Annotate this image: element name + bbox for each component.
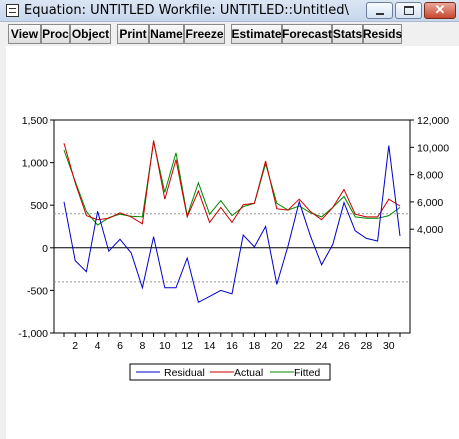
x-axis-tick-label: 14 bbox=[204, 340, 216, 352]
view-button[interactable]: View bbox=[8, 24, 41, 44]
legend-label-actual: Actual bbox=[234, 367, 263, 379]
series-line-fitted bbox=[63, 141, 401, 226]
x-axis-tick-label: 22 bbox=[293, 340, 305, 352]
graph-view: -1,000 -500 0 500 1,000 1,500 4,000 6,000 8,000 1… bbox=[6, 46, 459, 439]
right-axis-tick-label: 12,000 bbox=[417, 115, 449, 127]
right-axis-tick-label: 6,000 bbox=[417, 197, 443, 209]
window-menu-icon[interactable] bbox=[6, 4, 19, 17]
forecast-button[interactable]: Forecast bbox=[282, 24, 332, 44]
left-axis-tick-label: 500 bbox=[30, 200, 48, 212]
stats-button[interactable]: Stats bbox=[332, 24, 363, 44]
window-titlebar[interactable]: Equation: UNTITLED Workfile: UNTITLED::U… bbox=[0, 0, 459, 22]
freeze-button[interactable]: Freeze bbox=[184, 24, 225, 44]
name-button[interactable]: Name bbox=[149, 24, 184, 44]
residual-actual-fitted-chart: -1,000 -500 0 500 1,000 1,500 4,000 6,000 8,000 1… bbox=[18, 115, 449, 381]
maximize-icon bbox=[404, 6, 414, 15]
x-axis-tick-label: 2 bbox=[72, 340, 78, 352]
minimize-icon bbox=[376, 13, 384, 15]
maximize-button[interactable] bbox=[395, 2, 422, 19]
right-axis-tick-label: 10,000 bbox=[417, 142, 449, 154]
minimize-button[interactable] bbox=[366, 2, 393, 19]
left-axis-tick-label: -1,000 bbox=[18, 328, 48, 340]
legend-label-residual: Residual bbox=[164, 367, 205, 379]
x-axis-tick-label: 16 bbox=[226, 340, 238, 352]
left-axis-tick-label: 1,500 bbox=[22, 115, 48, 127]
x-axis-tick-label: 18 bbox=[249, 340, 261, 352]
x-axis-tick-label: 26 bbox=[338, 340, 350, 352]
print-button[interactable]: Print bbox=[117, 24, 149, 44]
left-axis-tick-label: -500 bbox=[27, 285, 48, 297]
close-button[interactable]: ✕ bbox=[424, 2, 456, 19]
x-axis-tick-label: 30 bbox=[383, 340, 395, 352]
x-axis-tick-label: 12 bbox=[181, 340, 193, 352]
x-axis-tick-label: 24 bbox=[316, 340, 328, 352]
x-axis-tick-label: 28 bbox=[361, 340, 373, 352]
x-axis-tick-label: 8 bbox=[139, 340, 145, 352]
plot-frame bbox=[53, 119, 411, 334]
series-line-residual bbox=[63, 145, 401, 304]
series-line-actual bbox=[63, 140, 401, 225]
x-axis-tick-label: 20 bbox=[271, 340, 283, 352]
object-button[interactable]: Object bbox=[70, 24, 111, 44]
x-axis-tick-label: 6 bbox=[117, 340, 123, 352]
window-title: Equation: UNTITLED Workfile: UNTITLED::U… bbox=[24, 3, 349, 18]
x-axis-tick-label: 4 bbox=[95, 340, 101, 352]
proc-button[interactable]: Proc bbox=[41, 24, 70, 44]
legend-label-fitted: Fitted bbox=[294, 367, 320, 379]
estimate-button[interactable]: Estimate bbox=[231, 24, 282, 44]
left-axis-tick-label: 0 bbox=[42, 243, 48, 255]
close-icon: ✕ bbox=[434, 2, 446, 17]
right-axis-tick-label: 8,000 bbox=[417, 170, 443, 182]
resids-button[interactable]: Resids bbox=[363, 24, 402, 44]
x-axis-tick-label: 10 bbox=[159, 340, 171, 352]
toolbar: View Proc Object Print Name Freeze Estim… bbox=[0, 22, 459, 46]
left-axis-tick-label: 1,000 bbox=[22, 158, 48, 170]
right-axis-tick-label: 4,000 bbox=[417, 224, 443, 236]
